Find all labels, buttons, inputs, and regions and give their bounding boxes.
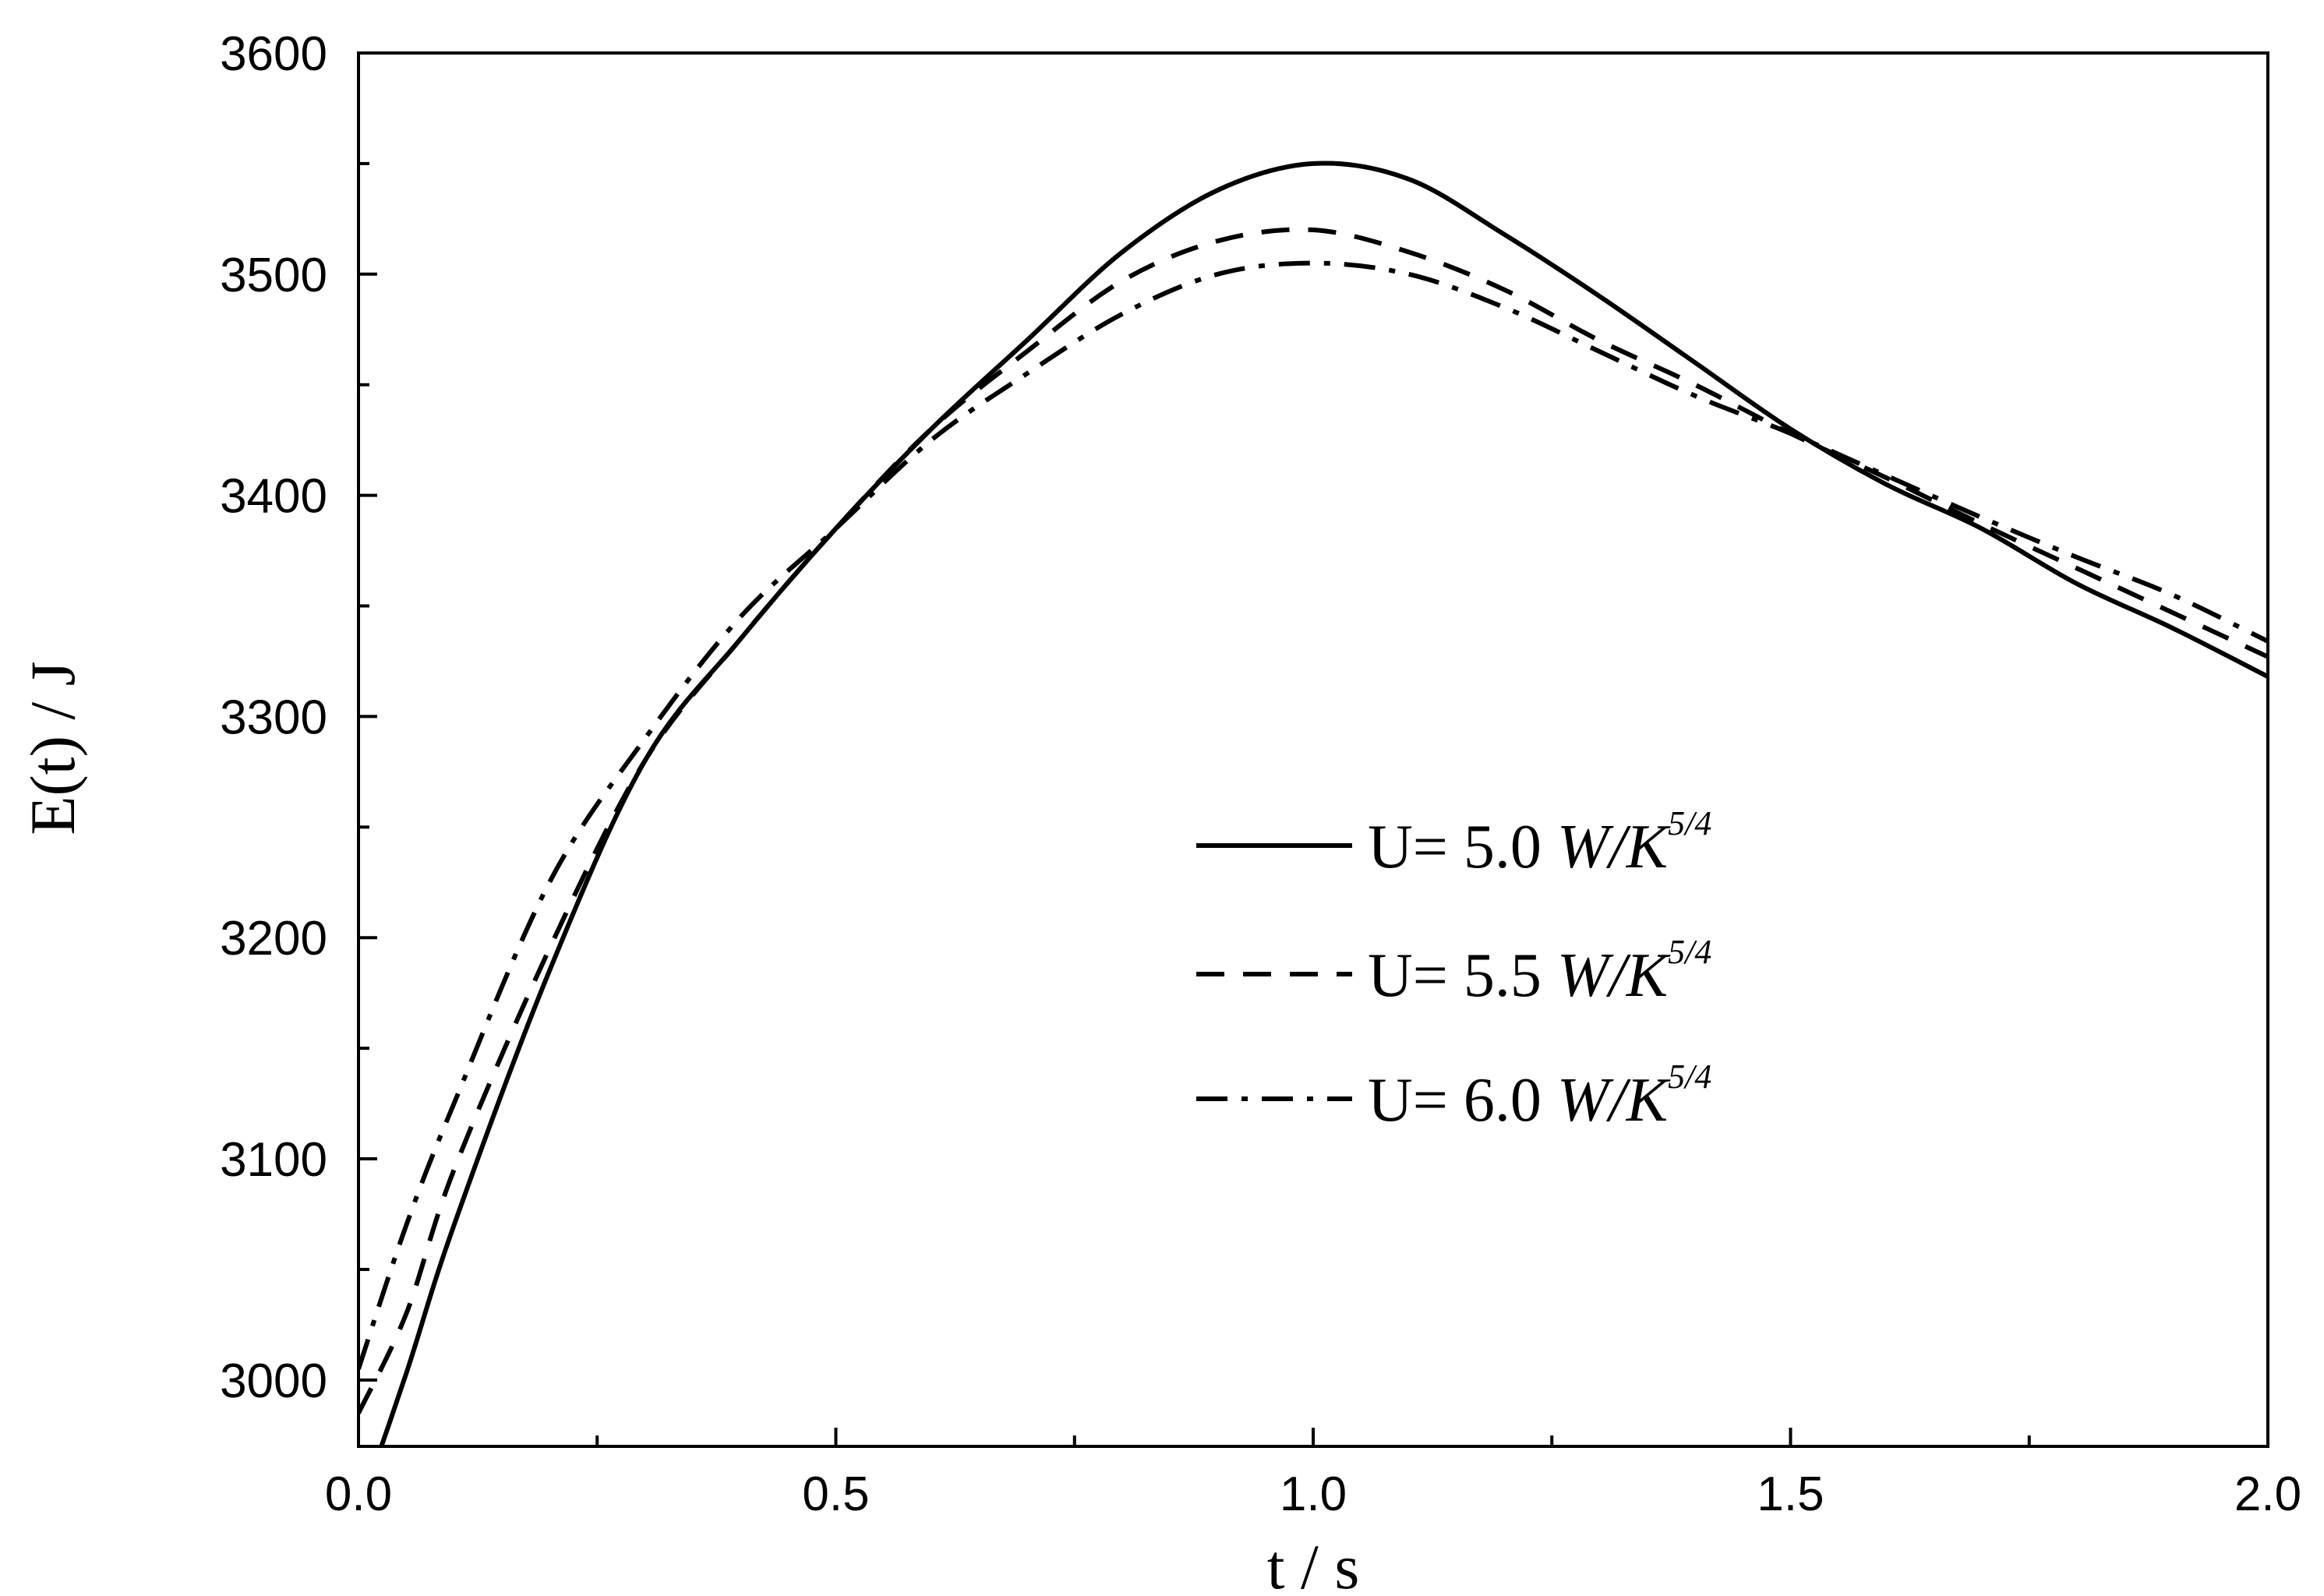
y-tick-label: 3000	[220, 1354, 327, 1408]
x-tick-label: 2.0	[2234, 1467, 2301, 1521]
legend-label-unit: W/K	[1557, 813, 1671, 881]
legend-label-exponent: 5/4	[1668, 804, 1711, 842]
x-tick-label: 0.0	[325, 1467, 392, 1521]
legend: U= 5.0 W/K5/4U= 5.5 W/K5/4U= 6.0 W/K5/4	[1196, 804, 1711, 1135]
legend-label-exponent: 5/4	[1668, 933, 1711, 971]
series-layer	[358, 161, 2268, 1446]
x-tick-label: 1.0	[1280, 1467, 1347, 1521]
legend-label: U= 5.5 W/K5/4	[1368, 933, 1711, 1010]
x-tick-label: 0.5	[802, 1467, 869, 1521]
y-axis-title: E(t) / J	[17, 661, 88, 835]
legend-label: U= 5.0 W/K5/4	[1368, 804, 1711, 881]
x-tick-label: 1.5	[1757, 1467, 1824, 1521]
y-tick-label: 3500	[220, 249, 327, 302]
legend-label-unit: W/K	[1557, 1066, 1671, 1135]
legend-label: U= 6.0 W/K5/4	[1368, 1058, 1711, 1135]
series-line-3	[358, 260, 2268, 1370]
y-tick-label: 3200	[220, 912, 327, 966]
legend-label-unit: W/K	[1557, 941, 1671, 1010]
tick-labels-layer: 0.0 0.5 1.0 1.5 2.0 3000 3100 3200 3300 3400 3500 3…	[220, 27, 2301, 1521]
y-tick-label: 3600	[220, 27, 327, 81]
y-tick-label: 3100	[220, 1133, 327, 1187]
legend-label-text: U= 5.5	[1368, 941, 1557, 1010]
y-tick-label: 3300	[220, 690, 327, 744]
legend-label-exponent: 5/4	[1668, 1058, 1711, 1096]
y-tick-label: 3400	[220, 470, 327, 524]
series-line-2	[358, 227, 2268, 1414]
x-axis-title: t / s	[1267, 1531, 1359, 1596]
series-line-1	[379, 161, 2268, 1446]
legend-label-text: U= 6.0	[1368, 1066, 1557, 1135]
legend-label-text: U= 5.0	[1368, 813, 1557, 881]
ticks-layer	[357, 51, 2269, 1446]
